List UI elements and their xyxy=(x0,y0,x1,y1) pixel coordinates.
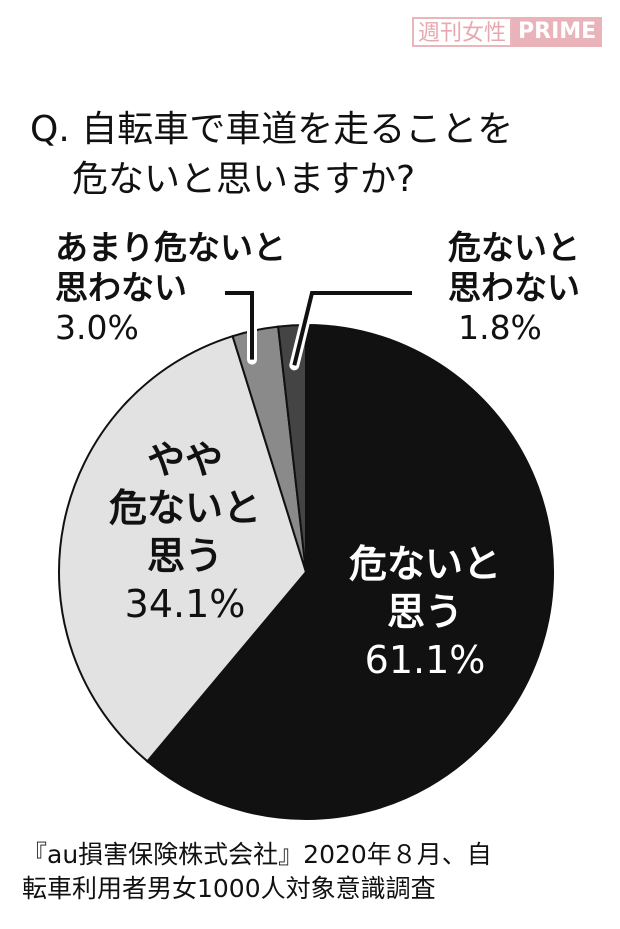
label-line: 思わない xyxy=(55,268,187,307)
footer-line2: 転車利用者男女1000人対象意識調査 xyxy=(22,874,436,903)
data-label: 34.1% xyxy=(124,582,246,626)
watermark-logo: 週刊女性 PRIME xyxy=(412,17,603,47)
label-line: あまり危ないと xyxy=(55,228,286,267)
leader-line-not-dangerous xyxy=(292,291,412,366)
label-not-dangerous: 危ないと 思わない 1.8% xyxy=(420,228,580,348)
footer-line1: 『au損害保険株式会社』2020年８月、自 xyxy=(22,840,492,869)
label-not-very-dangerous: あまり危ないと 思わない 3.0% xyxy=(55,228,286,348)
data-label: 3.0% xyxy=(55,308,139,347)
data-label: 1.8% xyxy=(458,308,542,347)
label-line: 危ないと xyxy=(448,228,580,267)
pie-slice xyxy=(58,334,308,763)
watermark-left: 週刊女性 xyxy=(412,17,513,47)
watermark-right: PRIME xyxy=(512,17,603,47)
label-line: 思わない xyxy=(448,268,580,307)
leader-line-not-very-dangerous xyxy=(225,291,254,360)
label-line: 思う xyxy=(146,534,223,578)
pie-slice xyxy=(145,323,554,820)
data-label: 61.1% xyxy=(364,638,486,682)
chart-title-line1: Q. 自転車で車道を走ることを xyxy=(30,109,514,150)
label-somewhat-dangerous: やや 危ないと 思う 34.1% xyxy=(95,436,275,628)
label-line: 思う xyxy=(386,590,463,634)
label-line: 危ないと xyxy=(348,542,501,586)
label-line: 危ないと xyxy=(108,486,261,530)
label-dangerous: 危ないと 思う 61.1% xyxy=(320,540,530,684)
chart-title-line2: 危ないと思いますか? xyxy=(72,159,416,200)
label-line: やや xyxy=(146,438,223,482)
